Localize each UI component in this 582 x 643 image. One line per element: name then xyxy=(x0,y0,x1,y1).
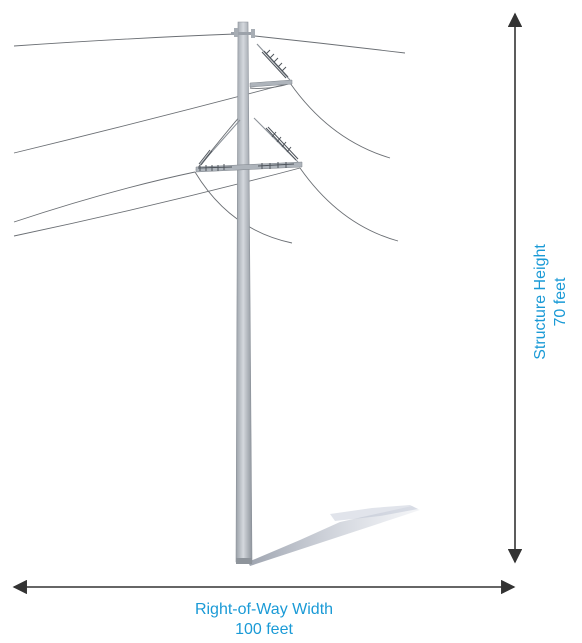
width-dimension: Right-of-Way Width 100 feet xyxy=(12,579,516,638)
lower-conductor-right-1 xyxy=(194,171,293,244)
height-dimension-value: 70 feet xyxy=(552,277,569,326)
upper-conductor-right xyxy=(289,82,391,159)
steel-pole xyxy=(231,21,255,564)
lower-conductor-left-2 xyxy=(13,167,301,237)
height-dimension-label: Structure Height xyxy=(532,244,549,360)
pole-shadow xyxy=(248,505,420,566)
height-dimension: Structure Height 70 feet xyxy=(507,12,569,564)
lower-right-insulator-string xyxy=(257,126,299,169)
lower-conductor-left-1 xyxy=(13,171,196,223)
upper-insulator-string xyxy=(261,49,289,79)
static-wire-left xyxy=(13,33,236,47)
static-wire-right xyxy=(254,35,406,54)
lower-conductor-right-2 xyxy=(299,167,399,242)
upper-conductor-left xyxy=(13,82,291,154)
width-dimension-value: 100 feet xyxy=(235,621,293,638)
upper-crossarm xyxy=(249,43,293,88)
width-dimension-label: Right-of-Way Width xyxy=(195,601,333,618)
lower-left-insulator-string xyxy=(197,149,233,171)
lower-crossarm xyxy=(195,117,303,173)
conductors xyxy=(13,33,406,244)
